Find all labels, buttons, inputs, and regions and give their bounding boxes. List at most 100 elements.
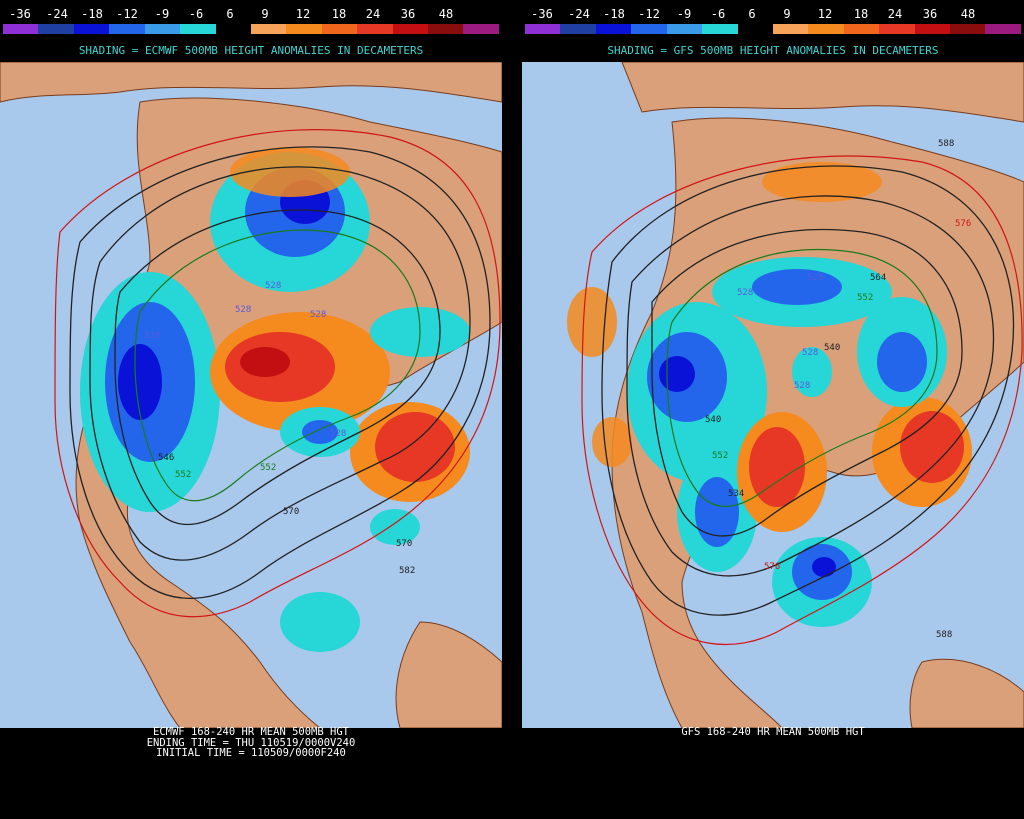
- scale-swatch: [808, 24, 844, 34]
- scale-tick-labels: -36 -24 -18 -12 -9 -6 6 9 12 18 24 36 48: [0, 6, 502, 22]
- ecmwf-anomaly-map: 528 528 528 528 528 546 552 552 570 570 …: [0, 62, 502, 728]
- contour-label: 540: [824, 343, 840, 353]
- scale-tick-label: -24: [46, 7, 68, 21]
- anomaly-color-scale: -36 -24 -18 -12 -9 -6 6 9 12 18 24 36 48: [522, 6, 1024, 34]
- contour-label: 528: [737, 288, 753, 298]
- scale-tick-label: 24: [887, 7, 903, 21]
- scale-swatch: [560, 24, 596, 34]
- scale-swatches: [525, 24, 1021, 34]
- scale-swatch: [595, 24, 632, 34]
- map-subtitle: SHADING = GFS 500MB HEIGHT ANOMALIES IN …: [607, 44, 939, 57]
- scale-swatch: [525, 24, 561, 34]
- scale-tick-label: -6: [710, 7, 726, 21]
- scale-swatch: [985, 24, 1021, 34]
- contour-label: 528: [330, 429, 346, 439]
- scale-tick-label: -36: [531, 7, 553, 21]
- scale-tick-label: 9: [261, 7, 269, 21]
- scale-swatch: [109, 24, 145, 34]
- scale-tick-label: 36: [400, 7, 416, 21]
- caption-line: ENDING TIME = THU 110519/0000V240: [146, 736, 356, 749]
- scale-tick-label: 48: [960, 7, 976, 21]
- map-caption: GFS 168-240 HR MEAN 500MB HGT: [522, 727, 1024, 738]
- scale-swatch: [463, 24, 499, 34]
- scale-tick-label: -24: [568, 7, 590, 21]
- contour-label: 570: [283, 507, 299, 517]
- scale-swatch: [180, 24, 216, 34]
- scale-tick-label: 24: [365, 7, 381, 21]
- contour-label: 588: [938, 139, 954, 149]
- height-contours: [601, 165, 1015, 616]
- anomaly-shading: [567, 162, 972, 627]
- scale-swatch: [879, 24, 915, 34]
- scale-tick-label: 36: [922, 7, 938, 21]
- scale-swatch: [250, 24, 287, 34]
- caption-line: GFS 168-240 HR MEAN 500MB HGT: [681, 726, 865, 738]
- scale-tick-label: 12: [817, 7, 833, 21]
- contour-label: 528: [144, 331, 160, 341]
- scale-tick-labels: -36 -24 -18 -12 -9 -6 6 9 12 18 24 36 48: [522, 6, 1024, 22]
- contour-label: 528: [794, 381, 810, 391]
- ecmwf-map-panel: -36 -24 -18 -12 -9 -6 6 9 12 18 24 36 48 SHADING = E…: [0, 0, 502, 819]
- landmasses: [611, 62, 1024, 728]
- red-contour: [581, 155, 1023, 646]
- scale-swatch: [73, 24, 110, 34]
- contour-label: 528: [310, 310, 326, 320]
- contour-label: 540: [705, 415, 721, 425]
- scale-swatch: [38, 24, 74, 34]
- scale-tick-label: 6: [748, 7, 756, 21]
- contour-label: 552: [260, 463, 276, 473]
- contour-label-group: 588 576 564 552 528 528 528 528 540 540 …: [705, 139, 971, 640]
- scale-swatch: [286, 24, 322, 34]
- contour-label: 528: [807, 273, 823, 283]
- contour-label: 552: [712, 451, 728, 461]
- scale-swatches: [3, 24, 499, 34]
- scale-swatch: [914, 24, 951, 34]
- contour-label: 528: [235, 305, 251, 315]
- landmasses: [0, 62, 502, 728]
- contour-label: 552: [857, 293, 873, 303]
- scale-swatch: [772, 24, 809, 34]
- scale-swatch: [144, 24, 181, 34]
- contour-label: 564: [870, 273, 886, 283]
- scale-tick-label: -12: [638, 7, 660, 21]
- contour-label: 570: [396, 539, 412, 549]
- contour-label: 588: [936, 630, 952, 640]
- scale-swatch: [392, 24, 429, 34]
- contour-label: 534: [728, 489, 744, 499]
- caption-line: INITIAL TIME = 110509/0000F240: [156, 747, 346, 759]
- contour-label-group: 528 528 528 528 528 546 552 552 570 570 …: [144, 281, 415, 576]
- gfs-anomaly-map: 588 576 564 552 528 528 528 528 540 540 …: [522, 62, 1024, 728]
- scale-tick-label: -6: [188, 7, 204, 21]
- scale-swatch: [3, 24, 39, 34]
- contour-label: 528: [265, 281, 281, 291]
- panel-divider: [502, 0, 522, 819]
- scale-swatch: [702, 24, 738, 34]
- scale-tick-label: 48: [438, 7, 454, 21]
- gfs-map-panel: -36 -24 -18 -12 -9 -6 6 9 12 18 24 36 48 SHADING = G…: [522, 0, 1024, 819]
- green-contour: [134, 229, 421, 502]
- green-contour: [666, 249, 938, 507]
- contour-label: 528: [802, 348, 818, 358]
- scale-swatch: [843, 24, 880, 34]
- scale-tick-label: -18: [603, 7, 625, 21]
- contour-label: 552: [175, 470, 191, 480]
- scale-tick-label: 9: [783, 7, 791, 21]
- scale-swatch: [428, 24, 464, 34]
- anomaly-color-scale: -36 -24 -18 -12 -9 -6 6 9 12 18 24 36 48: [0, 6, 502, 34]
- scale-swatch: [631, 24, 667, 34]
- scale-tick-label: -9: [154, 7, 170, 21]
- scale-swatch: [357, 24, 393, 34]
- scale-swatch: [737, 24, 773, 34]
- red-contour: [54, 129, 501, 618]
- contour-label: 576: [764, 562, 780, 572]
- scale-swatch: [666, 24, 703, 34]
- height-contours: [69, 146, 491, 600]
- scale-swatch: [950, 24, 986, 34]
- anomaly-shading: [80, 147, 470, 652]
- scale-tick-label: -36: [9, 7, 31, 21]
- scale-swatch: [215, 24, 251, 34]
- map-caption: ECMWF 168-240 HR MEAN 500MB HGT ENDING T…: [0, 727, 502, 759]
- scale-swatch: [321, 24, 358, 34]
- contour-label: 546: [158, 453, 174, 463]
- map-subtitle: SHADING = ECMWF 500MB HEIGHT ANOMALIES I…: [78, 44, 424, 57]
